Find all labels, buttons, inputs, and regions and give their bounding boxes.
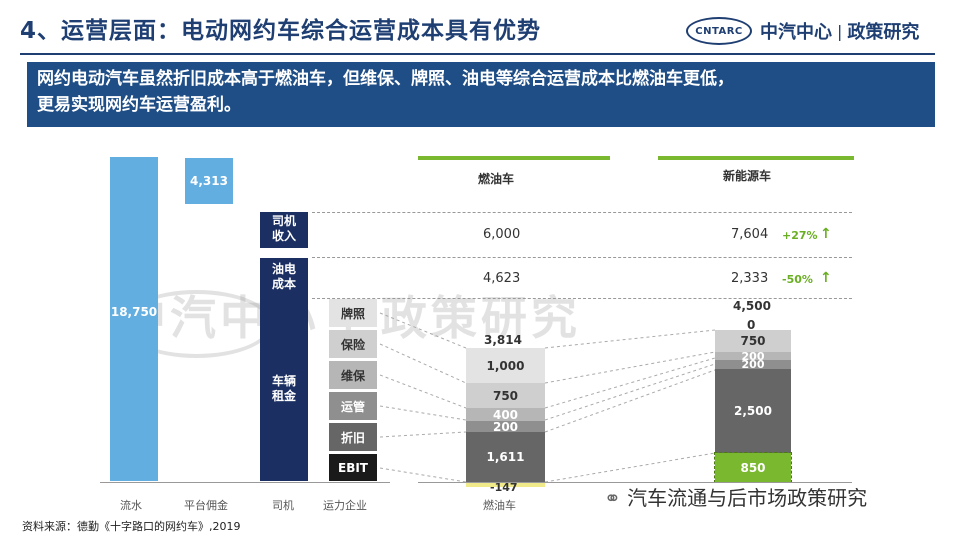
fuel-seg-depreciation: 1,611 xyxy=(466,432,545,482)
xlabel-flow: 流水 xyxy=(120,499,142,512)
xlabel-company: 运力企业 xyxy=(323,499,367,512)
item-operations: 运管 xyxy=(329,392,377,420)
ev-column-rule xyxy=(658,156,854,160)
flow-value: 18,750 xyxy=(110,305,158,319)
income-change: +27% xyxy=(782,229,818,242)
col-fuel-header: 燃油车 xyxy=(478,172,515,186)
cost-up-arrow-icon: ↑ xyxy=(820,270,832,286)
fuel-column-rule xyxy=(418,156,610,160)
ev-seg-operations: 200 xyxy=(715,358,791,371)
fuel-seg-insurance: 750 xyxy=(466,383,545,408)
fuel-ebit-value: -147 xyxy=(490,481,518,494)
fuel-stack-total: 3,814 xyxy=(484,333,522,347)
item-license: 牌照 xyxy=(329,299,377,327)
platform-value: 4,313 xyxy=(190,174,228,188)
wechat-source: ⚭ 汽车流通与后市场政策研究 xyxy=(604,482,867,511)
fuel-cost-label: 油电 成本 xyxy=(271,262,296,291)
wechat-account-name: 汽车流通与后市场政策研究 xyxy=(627,486,868,510)
flow-bar xyxy=(110,157,158,481)
vehicle-rent-label: 车辆 租金 xyxy=(271,374,296,403)
row-divider-3 xyxy=(312,298,852,299)
fuel-seg-ebit xyxy=(466,482,545,487)
item-ebit: EBIT xyxy=(329,454,377,481)
comparison-baseline xyxy=(418,482,852,483)
ev-seg-insurance: 750 xyxy=(715,330,791,352)
ev-stack-total: 4,500 xyxy=(733,299,771,313)
row-divider-2 xyxy=(312,257,852,258)
xlabel-platform: 平台佣金 xyxy=(184,499,228,512)
item-insurance: 保险 xyxy=(329,330,377,358)
title-divider xyxy=(20,53,935,55)
logo-badge-icon: CNTARC xyxy=(686,17,752,45)
fuel-stack-xlabel: 燃油车 xyxy=(483,499,516,512)
driver-income-bar xyxy=(260,212,308,248)
source-footnote: 资料来源：德勤《十字路口的网约车》,2019 xyxy=(22,520,241,533)
income-up-arrow-icon: ↑ xyxy=(820,226,832,242)
fuel-energy-cost: 4,623 xyxy=(483,271,521,286)
logo-dept: 政策研究 xyxy=(847,22,920,43)
ev-energy-cost: 2,333 xyxy=(731,271,769,286)
fuel-seg-operations: 200 xyxy=(466,420,545,434)
fuel-driver-income: 6,000 xyxy=(483,227,521,242)
fuel-cost-bar xyxy=(260,258,308,296)
ev-driver-income: 7,604 xyxy=(731,227,769,242)
fuel-seg-maintenance: 400 xyxy=(466,408,545,422)
ev-seg-license-value: 0 xyxy=(747,318,756,332)
waterfall-baseline xyxy=(100,482,390,483)
item-maintenance: 维保 xyxy=(329,361,377,389)
ev-seg-maintenance: 200 xyxy=(715,350,791,363)
summary-banner: 网约电动汽车虽然折旧成本高于燃油车，但维保、牌照、油电等综合运营成本比燃油车更低… xyxy=(27,62,935,127)
row-divider-1 xyxy=(312,212,852,213)
platform-bar xyxy=(185,158,233,204)
cost-change: -50% xyxy=(782,273,813,286)
banner-line-2: 更易实现网约车运营盈利。 xyxy=(37,95,241,115)
logo-org: 中汽中心 xyxy=(760,22,832,43)
page-title: 4、运营层面：电动网约车综合运营成本具有优势 xyxy=(20,18,542,44)
wechat-icon: ⚭ xyxy=(604,486,621,510)
fuel-seg-license: 1,000 xyxy=(466,348,545,383)
xlabel-driver: 司机 xyxy=(272,499,294,512)
col-ev-header: 新能源车 xyxy=(723,169,772,183)
ev-seg-depreciation: 2,500 xyxy=(715,369,791,453)
ev-seg-ebit: 850 xyxy=(714,452,792,483)
driver-income-label: 司机 收入 xyxy=(271,214,296,243)
brand-logo: CNTARC 中汽中心 | 政策研究 xyxy=(686,14,919,48)
logo-separator: | xyxy=(837,21,843,41)
item-depreciation: 折旧 xyxy=(329,423,377,451)
vehicle-rent-bar xyxy=(260,296,308,481)
banner-line-1: 网约电动汽车虽然折旧成本高于燃油车，但维保、牌照、油电等综合运营成本比燃油车更低… xyxy=(37,69,734,89)
